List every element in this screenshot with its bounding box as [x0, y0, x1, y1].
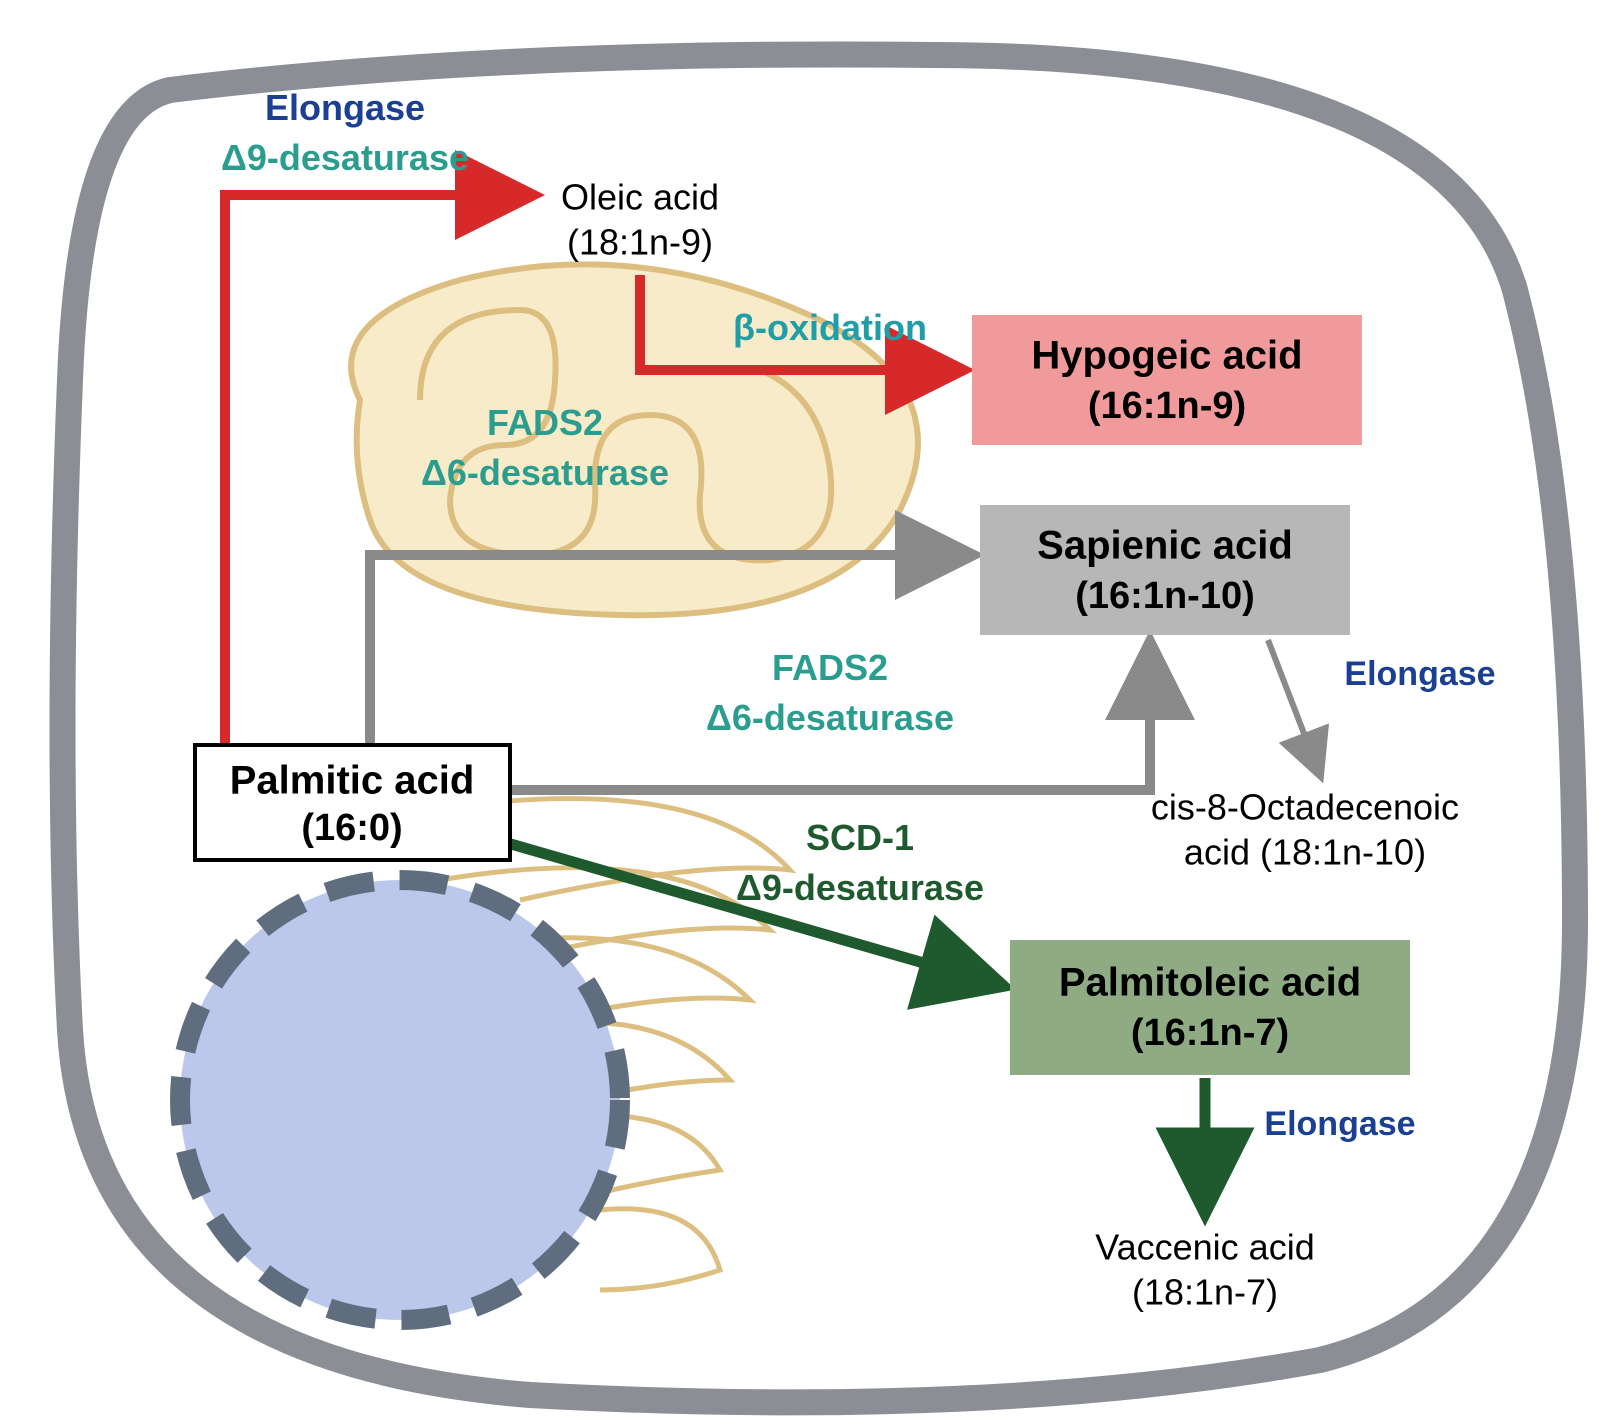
node-hypogeic: Hypogeic acid (16:1n-9): [972, 315, 1362, 445]
label-elongase-bottomright: Elongase: [1264, 1105, 1415, 1143]
label-scd1: SCD-1: [806, 817, 914, 858]
node-oleic-sub: (18:1n-9): [567, 222, 713, 263]
node-cis8-title: cis-8-Octadecenoic: [1151, 787, 1459, 828]
node-cis8-sub: acid (18:1n-10): [1184, 832, 1426, 873]
label-d9-b: Δ9-desaturase: [736, 867, 984, 908]
label-d6-a: Δ6-desaturase: [421, 452, 669, 493]
node-palmitic-sub: (16:0): [301, 807, 402, 849]
node-vaccenic: Vaccenic acid (18:1n-7): [1095, 1227, 1314, 1313]
label-elongase-top: Elongase: [265, 87, 425, 128]
label-elongase-right: Elongase: [1344, 655, 1495, 693]
node-hypogeic-sub: (16:1n-9): [1088, 385, 1246, 427]
nucleus-icon: [180, 880, 620, 1320]
node-palmitoleic: Palmitoleic acid (16:1n-7): [1010, 940, 1410, 1075]
node-palmitic-title: Palmitic acid: [230, 759, 475, 803]
node-cis8: cis-8-Octadecenoic acid (18:1n-10): [1151, 787, 1459, 873]
node-oleic-title: Oleic acid: [561, 177, 719, 218]
node-sapienic-title: Sapienic acid: [1037, 524, 1293, 568]
arrow-sapienic-cis8: [1268, 640, 1320, 775]
node-palmitic: Palmitic acid (16:0): [195, 745, 510, 860]
node-vaccenic-title: Vaccenic acid: [1095, 1227, 1314, 1268]
node-hypogeic-title: Hypogeic acid: [1031, 334, 1302, 378]
node-sapienic: Sapienic acid (16:1n-10): [980, 505, 1350, 635]
label-fads2-b: FADS2: [772, 647, 888, 688]
label-fads2-a: FADS2: [487, 402, 603, 443]
pathway-diagram: Palmitic acid (16:0) Hypogeic acid (16:1…: [0, 0, 1618, 1426]
node-sapienic-sub: (16:1n-10): [1075, 575, 1255, 617]
node-vaccenic-sub: (18:1n-7): [1132, 1272, 1278, 1313]
node-palmitoleic-sub: (16:1n-7): [1131, 1012, 1289, 1054]
node-palmitoleic-title: Palmitoleic acid: [1059, 961, 1361, 1005]
label-d9-top: Δ9-desaturase: [221, 137, 469, 178]
label-d6-b: Δ6-desaturase: [706, 697, 954, 738]
node-oleic: Oleic acid (18:1n-9): [561, 177, 719, 263]
label-beta-oxidation: β-oxidation: [733, 307, 927, 348]
